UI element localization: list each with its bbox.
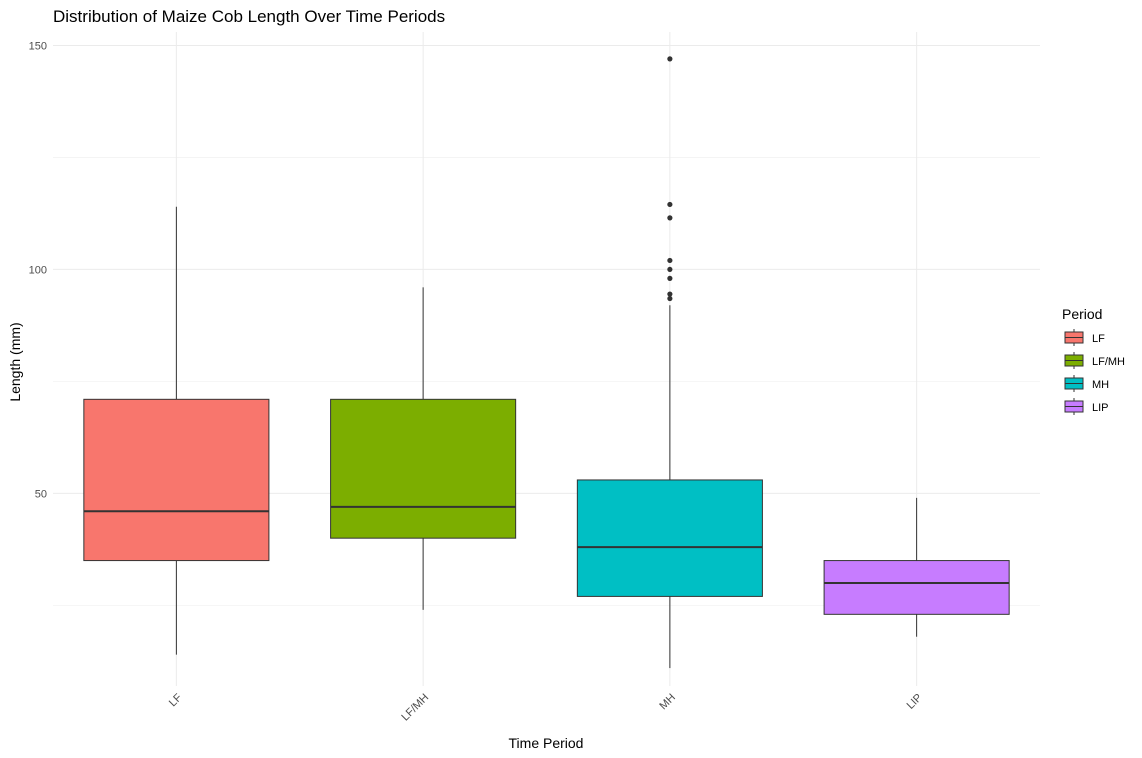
legend: Period LF LF/MH MH LIP (1062, 306, 1125, 415)
box (576, 479, 763, 597)
outlier-point (667, 275, 673, 281)
boxplot-lf (83, 206, 270, 655)
outlier-point (667, 295, 673, 302)
legend-label: MH (1092, 379, 1109, 391)
legend-title: Period (1062, 306, 1102, 322)
legend-label: LF/MH (1092, 356, 1125, 368)
x-tick-label: LF (167, 691, 185, 709)
chart-title: Distribution of Maize Cob Length Over Ti… (53, 7, 445, 26)
y-tick-label: 50 (35, 488, 47, 500)
y-axis-ticks: 50 100 150 (29, 40, 47, 500)
x-axis-ticks: LF LF/MH MH LIP (167, 691, 925, 723)
x-tick-label: LIP (905, 692, 925, 712)
legend-item: LF (1064, 329, 1105, 346)
outlier-point (667, 215, 673, 221)
box (330, 398, 517, 539)
boxplots (83, 56, 1010, 669)
outlier-point (667, 201, 673, 208)
outlier-point (667, 257, 673, 264)
x-axis-title: Time Period (509, 735, 584, 751)
y-tick-label: 150 (29, 40, 47, 52)
box (823, 560, 1010, 615)
outlier-point (667, 56, 673, 62)
x-tick-label: MH (657, 692, 678, 713)
boxplot-lf-mh (330, 287, 517, 610)
legend-item: LIP (1064, 398, 1109, 415)
outlier-point (667, 266, 673, 273)
legend-item: LF/MH (1064, 352, 1125, 369)
y-tick-label: 100 (29, 264, 47, 276)
legend-label: LIP (1092, 402, 1109, 414)
x-tick-label: LF/MH (399, 692, 431, 724)
box (83, 398, 270, 562)
y-axis-title: Length (mm) (7, 322, 23, 401)
boxplot-mh (576, 56, 763, 669)
boxplot-lip (823, 497, 1010, 637)
legend-label: LF (1092, 333, 1105, 345)
outlier-point (667, 291, 673, 297)
legend-item: MH (1064, 375, 1109, 392)
